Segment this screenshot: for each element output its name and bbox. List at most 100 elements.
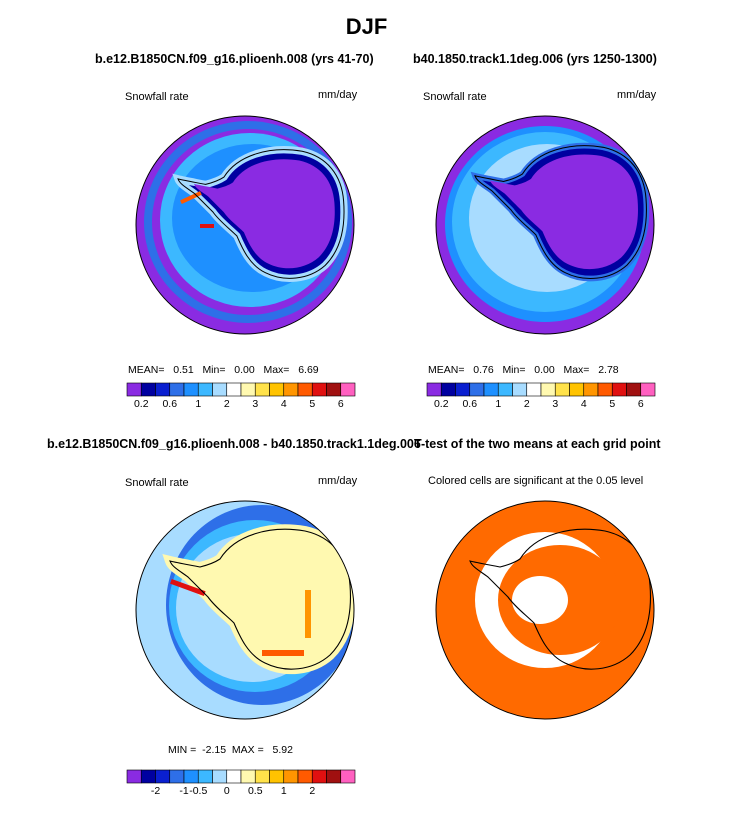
panel1-colorbar-tick-label: 5 bbox=[309, 398, 315, 410]
panel1-mean-label: MEAN= bbox=[128, 364, 165, 376]
panel2-title: b40.1850.track1.1deg.006 (yrs 1250-1300) bbox=[413, 52, 657, 66]
panel1-colorbar-box bbox=[283, 382, 299, 397]
panel3-coast-high bbox=[305, 590, 311, 638]
panel3-colorbar-box bbox=[212, 769, 228, 784]
panel1-colorbar-box bbox=[155, 382, 171, 397]
panel4-subtitle: Colored cells are significant at the 0.0… bbox=[428, 475, 644, 487]
panel2-colorbar: 0.2 0.6 1 2 3 4 5 6 bbox=[426, 382, 656, 410]
panel3-min-value: -2.15 bbox=[202, 744, 227, 756]
panel3-map bbox=[136, 501, 354, 719]
panel2-colorbar-box bbox=[497, 382, 513, 397]
panel4-title: T-test of the two means at each grid poi… bbox=[414, 437, 661, 451]
panel1-colorbar-box bbox=[183, 382, 199, 397]
panel3-max-label: MAX = bbox=[231, 744, 264, 756]
panel1-variable-label: Snowfall rate bbox=[125, 91, 189, 103]
panel1-max-label: Max= bbox=[263, 364, 290, 376]
panel2-colorbar-box bbox=[440, 382, 456, 397]
panel1-min-label: Min= bbox=[202, 364, 226, 376]
panel3-stats: MIN = -2.15 MAX = 5.92 bbox=[168, 744, 293, 756]
panel3-variable-label: Snowfall rate bbox=[125, 477, 189, 489]
panel2-mean-value: 0.76 bbox=[473, 364, 494, 376]
panel3-colorbar-box bbox=[197, 769, 213, 784]
panel2-colorbar-tick-label: 1 bbox=[495, 398, 501, 410]
panel2-colorbar-box bbox=[469, 382, 485, 397]
panel2-colorbar-tick-label: 2 bbox=[524, 398, 530, 410]
panel3-title: b.e12.B1850CN.f09_g16.plioenh.008 - b40.… bbox=[47, 437, 421, 451]
panel2-colorbar-box bbox=[455, 382, 471, 397]
panel2-units-label: mm/day bbox=[617, 89, 657, 101]
panel1-mean-value: 0.51 bbox=[173, 364, 194, 376]
panel1-peninsula-high bbox=[180, 191, 202, 205]
panel3-colorbar-tick-label: -0.5 bbox=[189, 785, 207, 797]
panel1-colorbar-box bbox=[311, 382, 327, 397]
panel2-colorbar-tick-label: 0.2 bbox=[434, 398, 449, 410]
panel2-colorbar-box bbox=[483, 382, 499, 397]
panel2-colorbar-box bbox=[554, 382, 570, 397]
panel1-colorbar-tick-label: 4 bbox=[281, 398, 287, 410]
panel3-colorbar-box bbox=[283, 769, 299, 784]
panel1-max-value: 6.69 bbox=[298, 364, 319, 376]
panel1-colorbar-box bbox=[126, 382, 142, 397]
panel1-colorbar-box bbox=[197, 382, 213, 397]
panel1-colorbar-box bbox=[240, 382, 256, 397]
panel1-colorbar-box bbox=[254, 382, 270, 397]
panel1-colorbar-box bbox=[212, 382, 228, 397]
panel3-colorbar-box bbox=[126, 769, 142, 784]
panel2-variable-label: Snowfall rate bbox=[423, 91, 487, 103]
panel3-colorbar-box bbox=[340, 769, 356, 784]
panel3-colorbar-box bbox=[269, 769, 285, 784]
panel4-inner-nonsignificant bbox=[512, 576, 568, 624]
panel2-colorbar-tick-label: 6 bbox=[638, 398, 644, 410]
panel1-title: b.e12.B1850CN.f09_g16.plioenh.008 (yrs 4… bbox=[95, 52, 374, 66]
panel1-colorbar-tick-label: 0.6 bbox=[162, 398, 177, 410]
figure-title: DJF bbox=[345, 14, 388, 39]
panel3-units-label: mm/day bbox=[318, 475, 358, 487]
panel1-map bbox=[136, 116, 354, 334]
panel2-max-label: Max= bbox=[563, 364, 590, 376]
panel1-colorbar-tick-label: 0.2 bbox=[134, 398, 149, 410]
panel3-colorbar-box bbox=[297, 769, 313, 784]
panel2-colorbar-box bbox=[540, 382, 556, 397]
panel1-colorbar-box bbox=[169, 382, 185, 397]
panel3-max-value: 5.92 bbox=[272, 744, 293, 756]
panel1-colorbar-tick-label: 2 bbox=[224, 398, 230, 410]
panel1-colorbar-tick-label: 3 bbox=[252, 398, 258, 410]
panel3-colorbar-tick-label: 1 bbox=[281, 785, 287, 797]
panel2-colorbar-tick-label: 0.6 bbox=[462, 398, 477, 410]
panel2-colorbar-box bbox=[583, 382, 599, 397]
panel4-map bbox=[436, 501, 654, 719]
panel2-border bbox=[435, 115, 655, 335]
panel1-border bbox=[135, 115, 355, 335]
panel1-colorbar-box bbox=[340, 382, 356, 397]
panel2-colorbar-box bbox=[597, 382, 613, 397]
panel4-border bbox=[435, 500, 655, 720]
panel3-colorbar-box bbox=[183, 769, 199, 784]
panel1-ross-high bbox=[200, 224, 214, 228]
panel1-min-value: 0.00 bbox=[234, 364, 255, 376]
panel3-colorbar-box bbox=[226, 769, 242, 784]
panel2-colorbar-box bbox=[640, 382, 656, 397]
panel3-colorbar-tick-label: 2 bbox=[309, 785, 315, 797]
panel2-colorbar-box bbox=[512, 382, 528, 397]
panel1-colorbar-box bbox=[140, 382, 156, 397]
panel3-min-label: MIN = bbox=[168, 744, 197, 756]
panel1-colorbar: 0.2 0.6 1 2 3 4 5 6 bbox=[126, 382, 356, 410]
panel3-colorbar-tick-label: 0 bbox=[224, 785, 230, 797]
panel3-peninsula-high bbox=[170, 578, 206, 596]
panel1-colorbar-box bbox=[326, 382, 342, 397]
panel2-min-value: 0.00 bbox=[534, 364, 555, 376]
panel2-colorbar-box bbox=[426, 382, 442, 397]
panel1-colorbar-tick-label: 6 bbox=[338, 398, 344, 410]
panel3-colorbar: -2 -1 -0.5 0 0.5 1 2 bbox=[126, 769, 356, 797]
panel2-max-value: 2.78 bbox=[598, 364, 619, 376]
panel2-colorbar-box bbox=[526, 382, 542, 397]
panel2-mean-label: MEAN= bbox=[428, 364, 465, 376]
panel3-colorbar-tick-label: 0.5 bbox=[248, 785, 263, 797]
panel2-colorbar-tick-label: 3 bbox=[552, 398, 558, 410]
panel1-units-label: mm/day bbox=[318, 89, 358, 101]
panel3-colorbar-box bbox=[169, 769, 185, 784]
panel3-colorbar-box bbox=[155, 769, 171, 784]
panel1-colorbar-box bbox=[297, 382, 313, 397]
panel3-colorbar-tick-label: -1 bbox=[179, 785, 188, 797]
